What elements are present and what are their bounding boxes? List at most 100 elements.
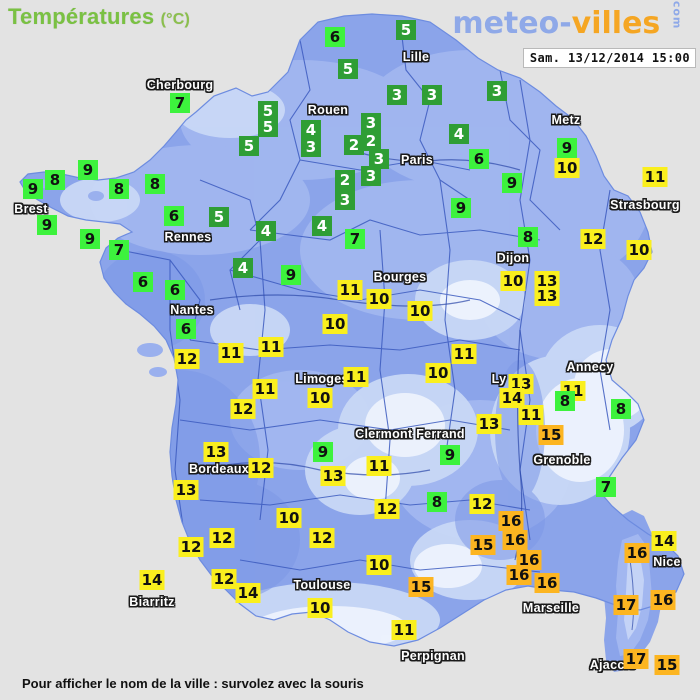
temperature-marker[interactable]: 13 <box>476 414 502 434</box>
temperature-marker[interactable]: 13 <box>173 480 199 500</box>
temperature-marker[interactable]: 16 <box>506 565 532 585</box>
temperature-marker[interactable]: 10 <box>407 301 433 321</box>
temperature-marker[interactable]: 8 <box>45 170 65 190</box>
temperature-marker[interactable]: 6 <box>164 206 184 226</box>
temperature-marker[interactable]: 16 <box>498 511 524 531</box>
temperature-marker[interactable]: 10 <box>425 363 451 383</box>
temperature-marker[interactable]: 11 <box>366 456 392 476</box>
site-logo[interactable]: meteo-villes .com <box>452 0 692 41</box>
temperature-marker[interactable]: 5 <box>258 117 278 137</box>
temperature-marker[interactable]: 11 <box>391 620 417 640</box>
temperature-marker[interactable]: 8 <box>427 492 447 512</box>
temperature-marker[interactable]: 12 <box>374 499 400 519</box>
temperature-marker[interactable]: 6 <box>133 272 153 292</box>
temperature-marker[interactable]: 10 <box>500 271 526 291</box>
temperature-marker[interactable]: 4 <box>449 124 469 144</box>
temperature-marker[interactable]: 5 <box>338 59 358 79</box>
temperature-marker[interactable]: 3 <box>422 85 442 105</box>
temperature-marker[interactable]: 13 <box>203 442 229 462</box>
temperature-marker[interactable]: 14 <box>139 570 165 590</box>
temperature-marker[interactable]: 8 <box>145 174 165 194</box>
temperature-marker[interactable]: 9 <box>23 179 43 199</box>
temperature-marker[interactable]: 12 <box>209 528 235 548</box>
temperature-marker[interactable]: 9 <box>313 442 333 462</box>
temperature-marker[interactable]: 12 <box>178 537 204 557</box>
temperature-marker[interactable]: 9 <box>78 160 98 180</box>
temperature-marker[interactable]: 5 <box>239 136 259 156</box>
temperature-marker[interactable]: 3 <box>387 85 407 105</box>
temperature-marker[interactable]: 10 <box>307 388 333 408</box>
temperature-marker[interactable]: 9 <box>37 215 57 235</box>
temperature-marker[interactable]: 9 <box>80 229 100 249</box>
temperature-marker[interactable]: 10 <box>366 555 392 575</box>
temperature-marker[interactable]: 9 <box>557 138 577 158</box>
temperature-marker[interactable]: 11 <box>218 343 244 363</box>
temperature-marker[interactable]: 5 <box>396 20 416 40</box>
temperature-marker[interactable]: 11 <box>258 337 284 357</box>
temperature-marker[interactable]: 2 <box>335 170 355 190</box>
temperature-marker[interactable]: 10 <box>322 314 348 334</box>
temperature-marker[interactable]: 8 <box>518 227 538 247</box>
temperature-marker[interactable]: 4 <box>312 216 332 236</box>
temperature-marker[interactable]: 15 <box>654 655 680 675</box>
temperature-marker[interactable]: 16 <box>502 530 528 550</box>
temperature-marker[interactable]: 8 <box>555 391 575 411</box>
temperature-marker[interactable]: 12 <box>580 229 606 249</box>
temperature-marker[interactable]: 14 <box>499 388 525 408</box>
temperature-marker[interactable]: 10 <box>276 508 302 528</box>
temperature-marker[interactable]: 8 <box>611 399 631 419</box>
temperature-marker[interactable]: 12 <box>230 399 256 419</box>
temperature-marker[interactable]: 10 <box>307 598 333 618</box>
temperature-marker[interactable]: 4 <box>233 258 253 278</box>
temperature-marker[interactable]: 3 <box>361 113 381 133</box>
temperature-marker[interactable]: 4 <box>256 221 276 241</box>
temperature-marker[interactable]: 11 <box>642 167 668 187</box>
temperature-marker[interactable]: 9 <box>502 173 522 193</box>
temperature-marker[interactable]: 12 <box>211 569 237 589</box>
temperature-marker[interactable]: 16 <box>650 590 676 610</box>
temperature-marker[interactable]: 11 <box>451 344 477 364</box>
temperature-marker[interactable]: 3 <box>335 190 355 210</box>
temperature-marker[interactable]: 10 <box>366 289 392 309</box>
temperature-marker[interactable]: 5 <box>209 207 229 227</box>
temperature-marker[interactable]: 11 <box>343 367 369 387</box>
temperature-marker[interactable]: 16 <box>534 573 560 593</box>
temperature-marker[interactable]: 12 <box>469 494 495 514</box>
temperature-marker[interactable]: 9 <box>440 445 460 465</box>
temperature-marker[interactable]: 10 <box>554 158 580 178</box>
temperature-marker[interactable]: 11 <box>252 379 278 399</box>
temperature-marker[interactable]: 9 <box>281 265 301 285</box>
temperature-marker[interactable]: 2 <box>361 131 381 151</box>
temperature-marker[interactable]: 7 <box>345 229 365 249</box>
temperature-marker[interactable]: 4 <box>301 120 321 140</box>
temperature-marker[interactable]: 13 <box>534 286 560 306</box>
temperature-marker[interactable]: 12 <box>174 349 200 369</box>
temperature-marker[interactable]: 16 <box>624 543 650 563</box>
temperature-marker[interactable]: 7 <box>109 240 129 260</box>
temperature-marker[interactable]: 3 <box>369 149 389 169</box>
temperature-marker[interactable]: 11 <box>518 405 544 425</box>
temperature-marker[interactable]: 5 <box>258 101 278 121</box>
temperature-marker[interactable]: 7 <box>596 477 616 497</box>
temperature-marker[interactable]: 6 <box>325 27 345 47</box>
temperature-marker[interactable]: 10 <box>626 240 652 260</box>
temperature-marker[interactable]: 14 <box>651 531 677 551</box>
temperature-marker[interactable]: 12 <box>248 458 274 478</box>
temperature-marker[interactable]: 3 <box>487 81 507 101</box>
temperature-marker[interactable]: 3 <box>361 166 381 186</box>
temperature-marker[interactable]: 15 <box>538 425 564 445</box>
temperature-marker[interactable]: 17 <box>613 595 639 615</box>
temperature-marker[interactable]: 12 <box>309 528 335 548</box>
temperature-marker[interactable]: 6 <box>176 319 196 339</box>
temperature-marker[interactable]: 3 <box>301 137 321 157</box>
temperature-marker[interactable]: 17 <box>623 649 649 669</box>
temperature-marker[interactable]: 13 <box>320 466 346 486</box>
temperature-marker[interactable]: 6 <box>165 280 185 300</box>
temperature-marker[interactable]: 9 <box>451 198 471 218</box>
temperature-marker[interactable]: 7 <box>170 93 190 113</box>
temperature-marker[interactable]: 15 <box>408 577 434 597</box>
temperature-marker[interactable]: 11 <box>337 280 363 300</box>
temperature-marker[interactable]: 2 <box>344 135 364 155</box>
temperature-marker[interactable]: 6 <box>469 149 489 169</box>
